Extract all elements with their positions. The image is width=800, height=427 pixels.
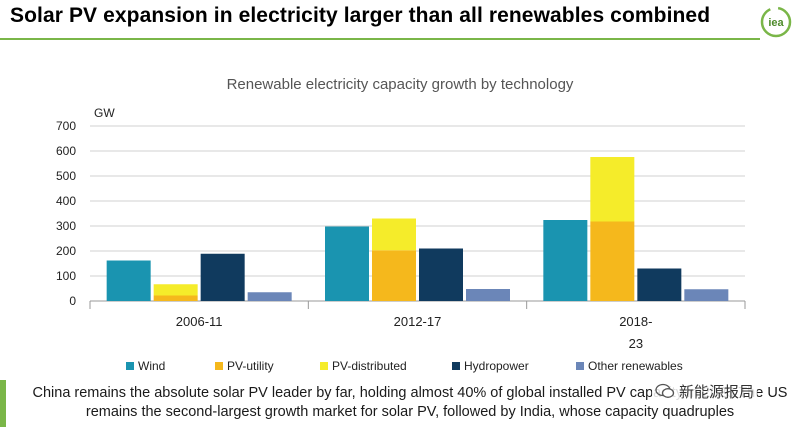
- header-divider: [0, 38, 760, 40]
- footer-line-1: China remains the absolute solar PV lead…: [32, 385, 788, 401]
- bar-other-renewables-2018-23: [684, 289, 729, 301]
- chart: Renewable electricity capacity growth by…: [56, 76, 746, 373]
- slide-header: Solar PV expansion in electricity larger…: [0, 0, 800, 40]
- watermark: 新能源报局: [652, 381, 758, 401]
- x-tick-label: 2012-17: [394, 314, 442, 329]
- legend-label-wind: Wind: [138, 359, 165, 373]
- y-tick-label: 300: [56, 219, 76, 233]
- bar-hydropower-2012-17: [419, 248, 463, 301]
- x-tick-label: 2006-11: [176, 314, 223, 329]
- y-axis-unit-label: GW: [94, 106, 115, 120]
- iea-logo: iea: [760, 6, 792, 38]
- legend-label-pv-distributed: PV-distributed: [332, 359, 407, 373]
- y-axis-ticks: 0 100 200 300 400 500 600 700: [56, 119, 76, 308]
- y-tick-label: 200: [56, 244, 76, 258]
- bar-wind-2018-23: [543, 220, 588, 301]
- bar-pv-distributed-2006-11: [153, 284, 198, 296]
- bar-hydropower-2018-23: [637, 268, 682, 301]
- legend-swatch-pv-utility: [215, 362, 223, 370]
- bar-pv-utility-2006-11: [153, 295, 198, 301]
- legend-swatch-pv-distributed: [320, 362, 328, 370]
- y-tick-label: 500: [56, 169, 76, 183]
- legend-label-pv-utility: PV-utility: [227, 359, 274, 373]
- legend: Wind PV-utility PV-distributed Hydropower Ot…: [126, 359, 683, 373]
- bar-pv-distributed-2012-17: [372, 218, 416, 251]
- y-tick-label: 0: [69, 294, 76, 308]
- footer-text: China remains the absolute solar PV lead…: [20, 384, 800, 422]
- gridlines: [89, 125, 746, 309]
- bar-pv-utility-2018-23: [590, 221, 635, 301]
- x-tick-label: 23: [629, 336, 643, 351]
- legend-swatch-wind: [126, 362, 134, 370]
- footer-line-2: remains the second-largest growth market…: [85, 404, 735, 420]
- legend-label-hydropower: Hydropower: [464, 359, 529, 373]
- legend-swatch-other-renewables: [576, 362, 584, 370]
- bar-other-renewables-2012-17: [466, 289, 510, 301]
- y-tick-label: 600: [56, 144, 76, 158]
- x-axis-labels: 2006-11 2012-17 2018- 23: [176, 314, 653, 351]
- y-tick-label: 100: [56, 269, 76, 283]
- watermark-text: 新能源报局: [679, 382, 755, 401]
- x-tick-label: 2018-: [619, 314, 652, 329]
- bar-hydropower-2006-11: [200, 253, 245, 301]
- bar-other-renewables-2006-11: [247, 292, 292, 301]
- bars: [106, 157, 729, 301]
- bar-wind-2012-17: [325, 226, 369, 301]
- slide-title: Solar PV expansion in electricity larger…: [10, 4, 711, 27]
- iea-logo-text: iea: [768, 17, 784, 29]
- legend-swatch-hydropower: [452, 362, 460, 370]
- y-tick-label: 700: [56, 119, 76, 133]
- legend-label-other-renewables: Other renewables: [588, 359, 683, 373]
- bar-pv-distributed-2018-23: [590, 157, 635, 222]
- chart-title: Renewable electricity capacity growth by…: [227, 76, 574, 93]
- bar-wind-2006-11: [106, 260, 151, 301]
- y-tick-label: 400: [56, 194, 76, 208]
- bar-pv-utility-2012-17: [372, 250, 416, 301]
- wechat-icon: [655, 383, 675, 398]
